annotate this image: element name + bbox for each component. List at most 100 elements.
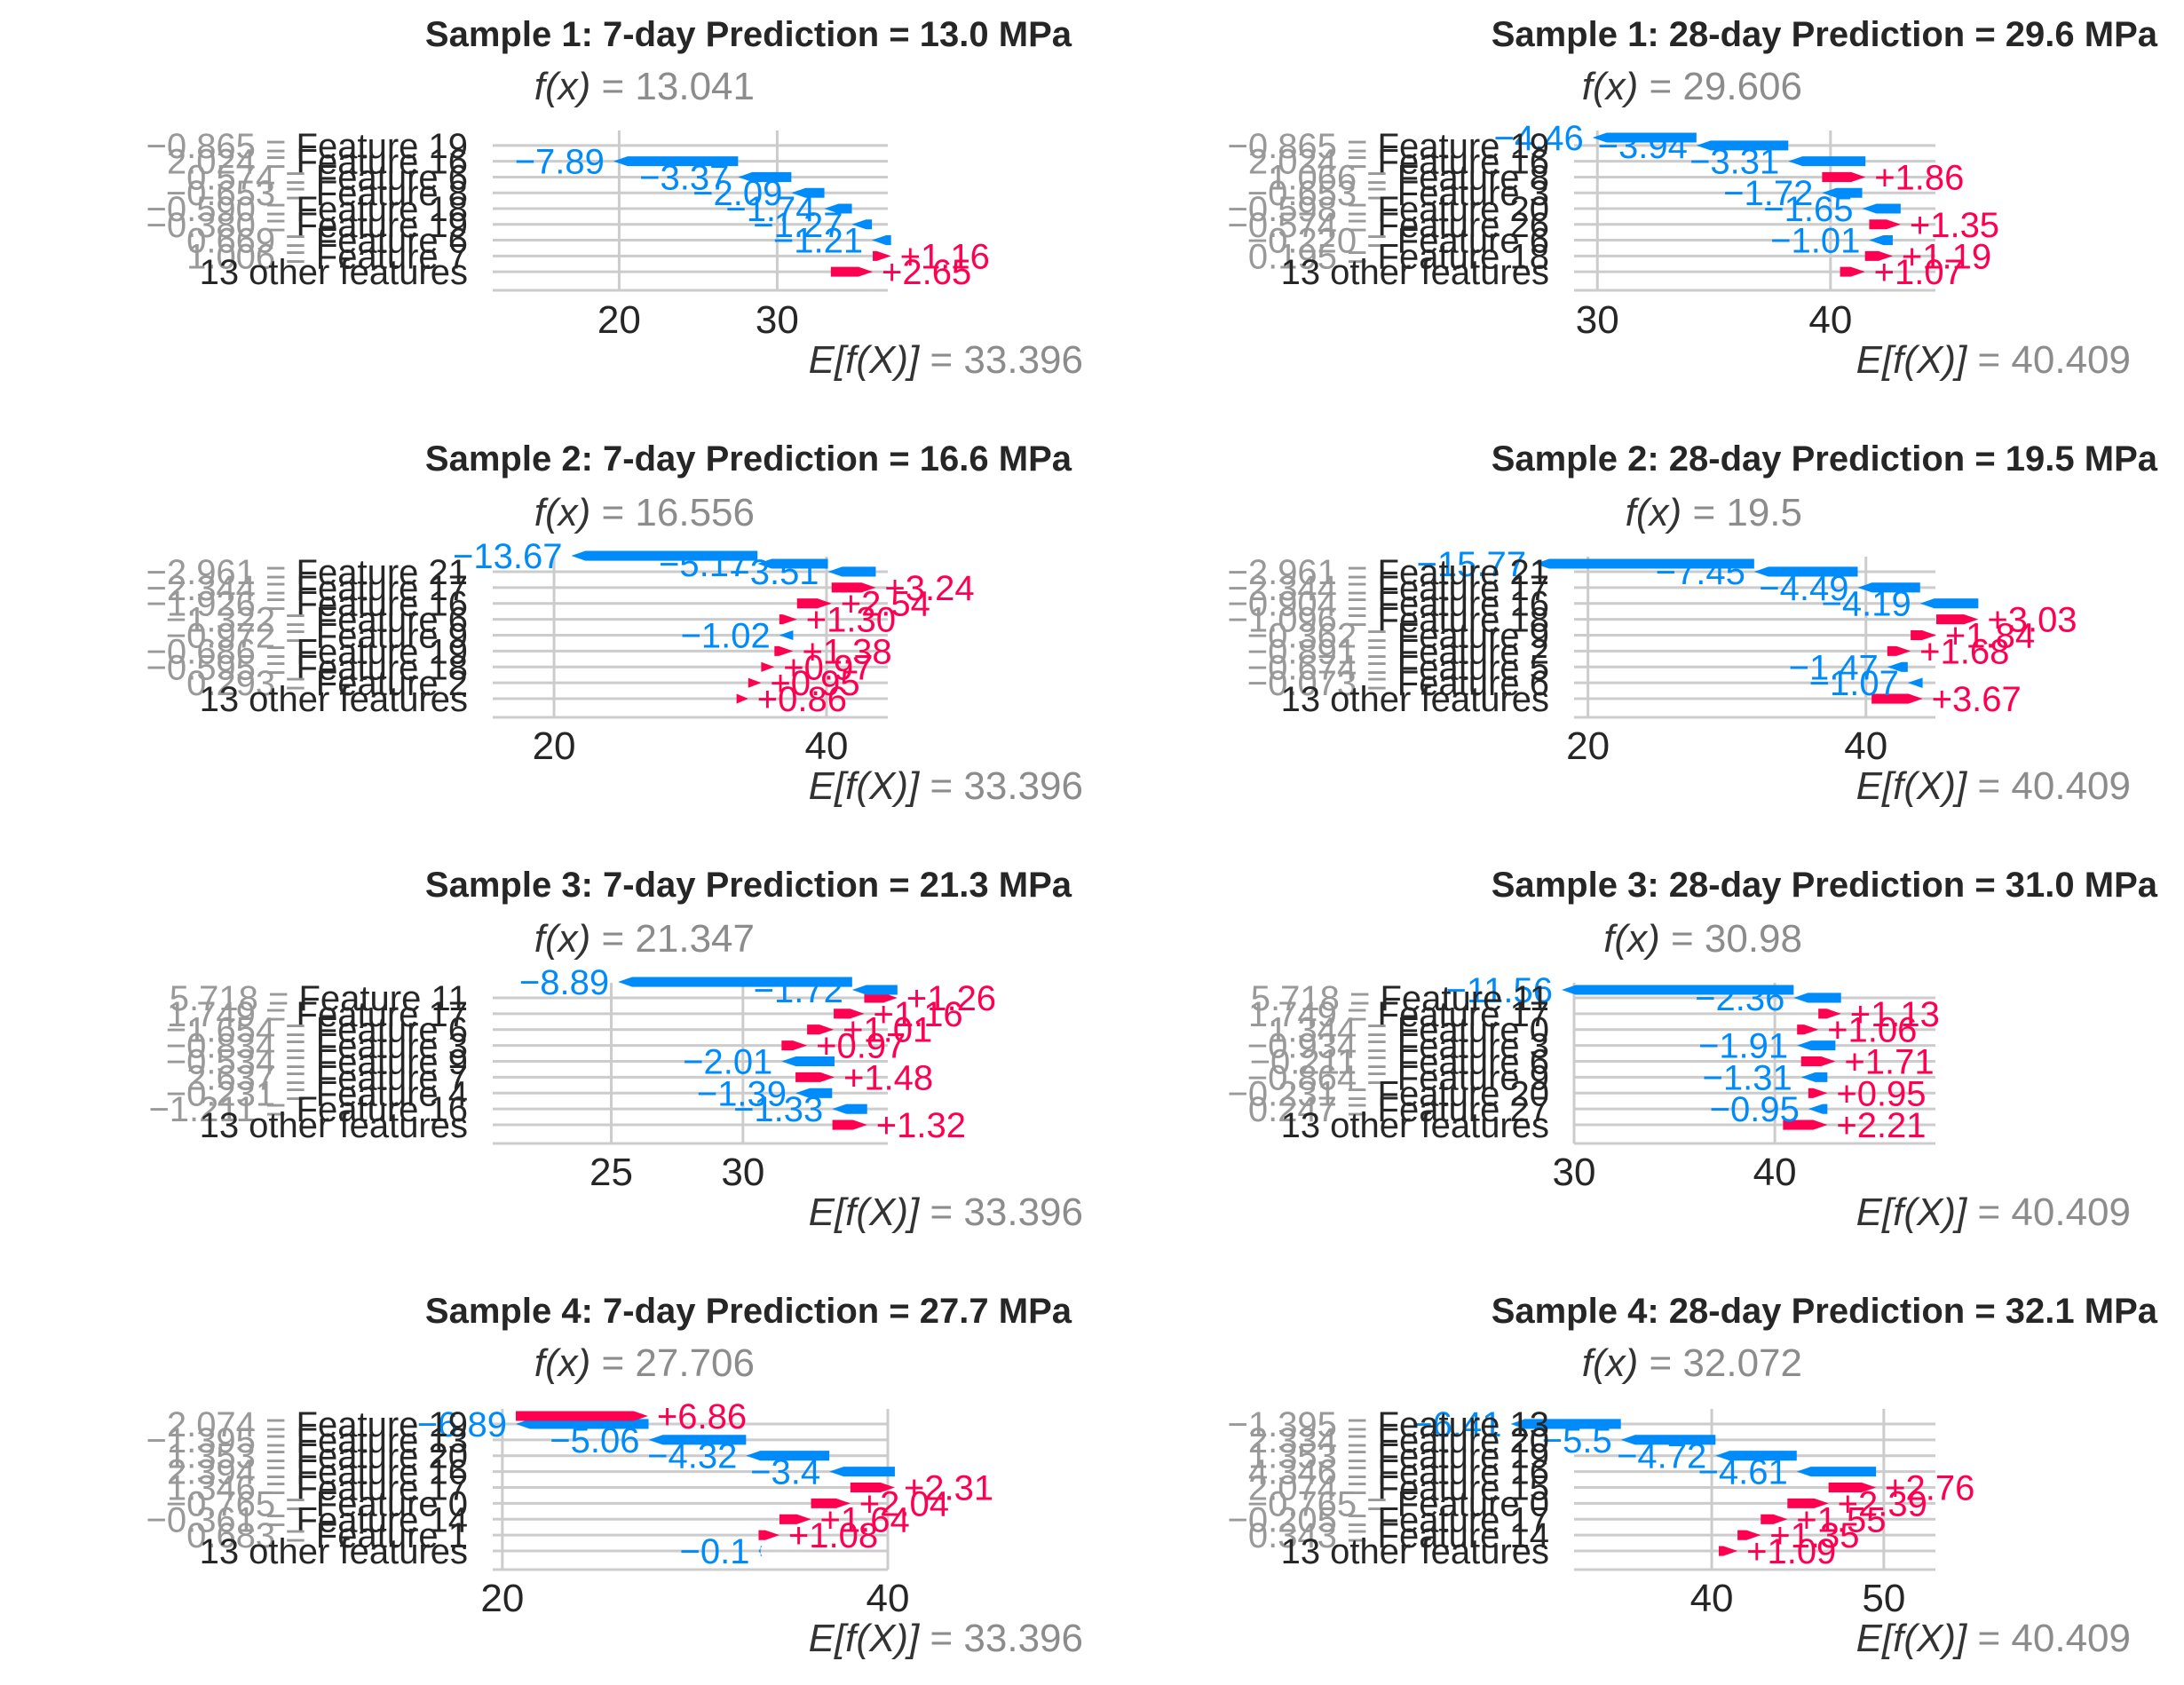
negative-bar xyxy=(779,629,794,641)
fx-label: f(x) = 27.706 xyxy=(534,1341,755,1385)
bar-value-label: −6.89 xyxy=(417,1405,507,1444)
feature-row-label: 2.074 = Feature 15 xyxy=(1248,1469,1549,1508)
positive-bar xyxy=(811,1498,851,1508)
negative-bar xyxy=(1796,1467,1877,1477)
feature-row-label: −1.395 = Feature 13 xyxy=(146,1421,468,1460)
negative-bar xyxy=(515,1419,649,1429)
waterfall-panel: Sample 1: 7-day Prediction = 13.0 MPa f(x… xyxy=(146,15,1083,382)
x-tick-label: 20 xyxy=(533,724,576,768)
feature-row-label: −1.395 = Feature 13 xyxy=(1227,1405,1549,1444)
feature-row-label: −0.864 = Feature 9 xyxy=(1247,1058,1549,1097)
bar-value-label: +0.86 xyxy=(757,680,847,719)
positive-bar xyxy=(832,1119,867,1130)
negative-bar xyxy=(1800,1072,1828,1082)
feature-row-label: 1.346 = Feature 17 xyxy=(167,1469,468,1508)
bar-value-label: −11.56 xyxy=(1445,971,1553,1010)
bar-value-label: +0.97 xyxy=(816,1027,906,1066)
x-tick-label: 30 xyxy=(1553,1151,1596,1194)
feature-row-label: 13 other features xyxy=(1281,253,1549,292)
negative-bar xyxy=(618,977,852,987)
fx-label: f(x) = 30.98 xyxy=(1603,917,1802,961)
bar-value-label: +1.38 xyxy=(802,632,891,671)
bar-value-label: −0.95 xyxy=(1710,1090,1800,1129)
chart-title: Sample 2: 7-day Prediction = 16.6 MPa xyxy=(425,439,1072,479)
feature-row-label: 0.574 = Feature 6 xyxy=(186,158,468,197)
bar-value-label: −1.39 xyxy=(697,1074,787,1113)
feature-row-label: −0.834 = Feature 3 xyxy=(166,1027,468,1066)
feature-row-label: −2.344 = Feature 17 xyxy=(1227,569,1549,608)
waterfall-panel: Sample 4: 28-day Prediction = 32.1 MPa f(… xyxy=(1227,1292,2157,1660)
bar-value-label: −1.02 xyxy=(681,617,771,656)
bar-value-label: +2.76 xyxy=(1885,1469,1974,1508)
bar-value-label: +1.06 xyxy=(1827,1011,1917,1050)
feature-row-label: −0.653 = Feature 3 xyxy=(1247,174,1549,213)
feature-row-label: −0.891 = Feature 2 xyxy=(1247,632,1549,671)
bar-value-label: −1.31 xyxy=(1702,1058,1792,1097)
bar-value-label: +2.31 xyxy=(904,1469,993,1508)
negative-bar xyxy=(1808,1104,1828,1114)
positive-bar xyxy=(830,266,874,277)
bar-value-label: +2.65 xyxy=(882,253,971,292)
expected-value-label: E[f(X)] = 33.396 xyxy=(809,338,1083,382)
negative-bar xyxy=(1907,677,1923,688)
bar-value-label: −1.01 xyxy=(1770,222,1860,261)
positive-bar xyxy=(796,598,832,609)
x-tick-label: 30 xyxy=(721,1151,764,1194)
feature-row-label: 1.353 = Feature 19 xyxy=(1248,1437,1549,1476)
bar-value-label: −8.89 xyxy=(519,963,609,1002)
expected-value-label: E[f(X)] = 40.409 xyxy=(1856,1191,2131,1234)
bar-value-label: +1.09 xyxy=(1746,1532,1836,1571)
negative-bar xyxy=(795,1088,833,1098)
positive-bar xyxy=(758,1530,779,1540)
negative-bar xyxy=(1592,132,1697,143)
negative-bar xyxy=(1534,558,1754,569)
x-tick-label: 50 xyxy=(1862,1577,1905,1620)
feature-row-label: −0.211 = Feature 6 xyxy=(1250,1043,1549,1082)
positive-bar xyxy=(795,1072,835,1082)
bar-value-label: +3.67 xyxy=(1932,680,2022,719)
feature-row-label: 1.006 = Feature 7 xyxy=(186,237,468,276)
fx-label: f(x) = 21.347 xyxy=(534,917,755,961)
fx-label: f(x) = 13.041 xyxy=(534,65,755,108)
negative-bar xyxy=(1788,156,1866,167)
fx-label: f(x) = 16.556 xyxy=(534,491,755,534)
negative-bar xyxy=(1797,1040,1836,1051)
feature-row-label: 4.346 = Feature 16 xyxy=(1248,1453,1549,1492)
feature-row-label: −0.590 = Feature 18 xyxy=(146,190,468,229)
feature-row-label: 0.293 = Feature 2 xyxy=(186,664,468,703)
negative-bar xyxy=(746,1451,830,1461)
negative-bar xyxy=(791,187,825,198)
negative-bar xyxy=(1822,187,1863,198)
bar-value-label: +1.35 xyxy=(1910,206,1999,245)
bar-value-label: −13.67 xyxy=(453,537,562,576)
bar-value-label: −1.21 xyxy=(773,222,863,261)
bar-value-label: −15.77 xyxy=(1417,545,1526,584)
bar-value-label: −2.01 xyxy=(683,1043,772,1082)
feature-row-label: −1.926 = Feature 16 xyxy=(146,585,468,624)
positive-bar xyxy=(1737,1530,1761,1540)
negative-bar xyxy=(872,235,891,246)
bar-value-label: −6.41 xyxy=(1412,1405,1501,1444)
positive-bar xyxy=(1787,1498,1829,1508)
negative-bar xyxy=(829,1467,895,1477)
feature-row-label: 1.066 = Feature 8 xyxy=(1268,158,1549,197)
feature-row-label: −0.598 = Feature 20 xyxy=(1227,190,1549,229)
bar-value-label: −4.46 xyxy=(1493,119,1583,158)
feature-row-label: 13 other features xyxy=(1281,1106,1549,1145)
feature-row-label: −0.534 = Feature 9 xyxy=(166,1043,468,1082)
x-tick-label: 40 xyxy=(1690,1577,1734,1620)
bar-value-label: −1.72 xyxy=(1723,174,1813,213)
bar-value-label: −0.1 xyxy=(680,1532,750,1571)
positive-bar xyxy=(761,661,775,672)
feature-row-label: 1.353 = Feature 20 xyxy=(167,1437,468,1476)
feature-row-label: −0.361 = Feature 14 xyxy=(146,1500,468,1539)
bar-value-label: +0.97 xyxy=(783,648,873,687)
bar-value-label: +1.01 xyxy=(843,1011,932,1050)
x-tick-label: 40 xyxy=(1753,1151,1797,1194)
feature-row-label: 2.024 = Feature 16 xyxy=(1248,143,1549,182)
x-tick-label: 30 xyxy=(756,298,799,342)
positive-bar xyxy=(781,1040,808,1051)
feature-row-label: 1.749 = Feature 17 xyxy=(167,995,468,1034)
negative-bar xyxy=(758,1546,763,1556)
feature-row-label: 2.074 = Feature 19 xyxy=(167,1405,468,1444)
